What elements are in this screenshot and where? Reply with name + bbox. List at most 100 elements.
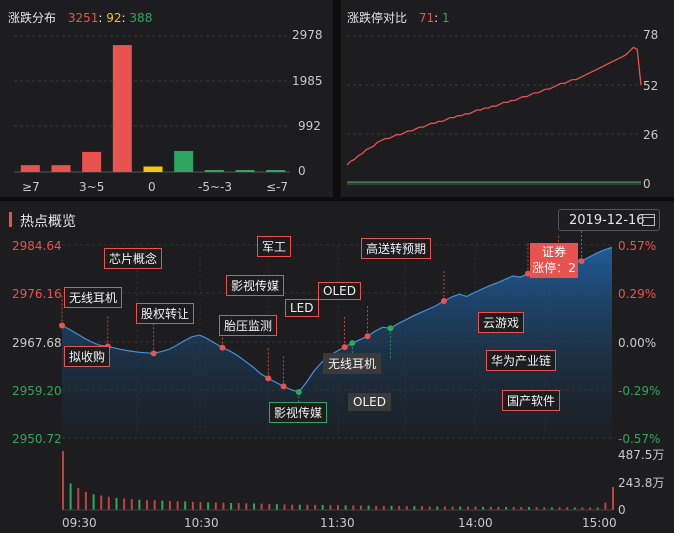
volume-bar — [359, 505, 362, 510]
concept-tag[interactable]: 胎压监测 — [219, 315, 278, 336]
volume-bar — [230, 503, 233, 510]
volume-bar — [390, 505, 393, 510]
down-limit-count: 1 — [442, 11, 450, 25]
volume-bar — [100, 495, 103, 510]
distribution-bar — [143, 166, 163, 172]
limit-ratio-chart — [346, 35, 642, 185]
volume-bar — [260, 503, 263, 510]
volume-bar — [482, 506, 485, 510]
vol-tick: 487.5万 — [618, 448, 665, 462]
volume-bar — [520, 507, 523, 510]
volume-bar — [84, 491, 87, 510]
volume-bar — [130, 499, 133, 510]
time-tick: 10:30 — [184, 516, 219, 530]
concept-tag[interactable]: LED — [285, 299, 319, 317]
volume-bar — [367, 505, 370, 510]
hotspot-chart — [59, 231, 614, 511]
volume-bar — [466, 506, 469, 510]
price-tick: 2959.20 — [12, 384, 62, 398]
event-marker — [364, 333, 371, 340]
volume-bar — [306, 504, 309, 510]
distribution-bar — [266, 170, 286, 172]
volume-bar — [497, 507, 500, 510]
volume-bar — [543, 507, 546, 510]
volume-bar — [589, 507, 592, 510]
volume-bar — [77, 488, 80, 510]
flat-count: 92 — [106, 11, 122, 25]
distribution-bar — [51, 165, 71, 172]
volume-bar — [474, 506, 477, 510]
vol-tick: 243.8万 — [618, 476, 665, 490]
volume-bar — [222, 502, 225, 510]
date-picker[interactable]: 2019-12-16 — [558, 209, 660, 231]
distribution-bar — [82, 151, 102, 172]
volume-bar — [451, 506, 454, 510]
concept-tag[interactable]: 芯片概念 — [104, 248, 163, 269]
dist-y-tick: 1985 — [292, 74, 323, 88]
title-accent-bar — [9, 212, 12, 227]
volume-bar — [161, 500, 164, 510]
event-marker — [295, 389, 302, 396]
concept-tag[interactable]: OLED — [318, 282, 361, 300]
volume-bar — [153, 500, 156, 510]
dist-x-label: ≥7 — [22, 180, 40, 194]
event-marker — [265, 375, 272, 382]
volume-bar — [344, 505, 347, 510]
volume-bar — [191, 501, 194, 510]
hotspot-title: 热点概览 — [20, 214, 76, 230]
volume-bar — [428, 506, 431, 510]
dist-x-label: 0 — [148, 180, 156, 194]
volume-bar — [443, 506, 446, 510]
distribution-panel: 涨跌分布 3251: 92: 388 2978 1985 992 0 ≥7 3~… — [0, 0, 333, 197]
event-marker — [59, 322, 65, 329]
concept-tag[interactable]: 无线耳机 — [323, 353, 382, 374]
volume-bar — [291, 504, 294, 510]
concept-tag[interactable]: 高送转预期 — [361, 238, 432, 259]
pct-tick: -0.29% — [618, 384, 661, 398]
concept-tag[interactable]: 股权转让 — [136, 303, 195, 324]
dist-x-label: -5~-3 — [198, 180, 232, 194]
concept-tag[interactable]: 拟收购 — [64, 346, 111, 367]
volume-bar — [138, 499, 141, 510]
limit-series-line — [346, 46, 642, 166]
limit-y-tick: 52 — [643, 79, 659, 93]
volume-bar — [275, 504, 278, 510]
price-tick: 2950.72 — [12, 432, 62, 446]
concept-tag[interactable]: OLED — [348, 393, 391, 411]
concept-tag[interactable]: 华为产业链 — [486, 350, 557, 371]
volume-bar — [528, 507, 530, 510]
calendar-icon[interactable] — [642, 214, 655, 226]
volume-bar — [123, 498, 126, 510]
volume-bar — [459, 506, 462, 510]
volume-bar — [398, 506, 401, 510]
distribution-bar — [174, 150, 194, 172]
volume-bar — [581, 507, 584, 510]
time-tick: 15:00 — [582, 516, 617, 530]
limit-y-tick: 78 — [643, 28, 659, 42]
tooltip-limit: 涨停：2 — [532, 261, 576, 275]
time-tick: 14:00 — [458, 516, 493, 530]
volume-bar — [489, 506, 492, 510]
volume-bar — [337, 505, 339, 510]
event-marker — [578, 258, 585, 265]
concept-tag[interactable]: 影视传媒 — [269, 402, 328, 423]
volume-bar — [115, 497, 118, 510]
volume-bar — [321, 505, 324, 510]
time-tick: 11:30 — [320, 516, 355, 530]
vol-tick: 0 — [618, 503, 626, 517]
volume-bar — [314, 504, 317, 510]
pct-tick: 0.29% — [618, 287, 657, 301]
time-tick: 09:30 — [62, 516, 97, 530]
concept-tag[interactable]: 云游戏 — [478, 312, 525, 333]
concept-tag[interactable]: 影视传媒 — [226, 275, 285, 296]
volume-bar — [62, 451, 64, 510]
concept-tag[interactable]: 军工 — [257, 236, 292, 257]
volume-bar — [237, 503, 240, 510]
volume-bar — [558, 507, 561, 510]
concept-tag[interactable]: 无线耳机 — [64, 287, 123, 308]
concept-tag[interactable]: 国产软件 — [502, 390, 561, 411]
volume-bar — [512, 507, 515, 510]
price-tick: 2967.68 — [12, 336, 62, 350]
volume-bar — [550, 507, 553, 510]
volume-bar — [352, 505, 355, 510]
